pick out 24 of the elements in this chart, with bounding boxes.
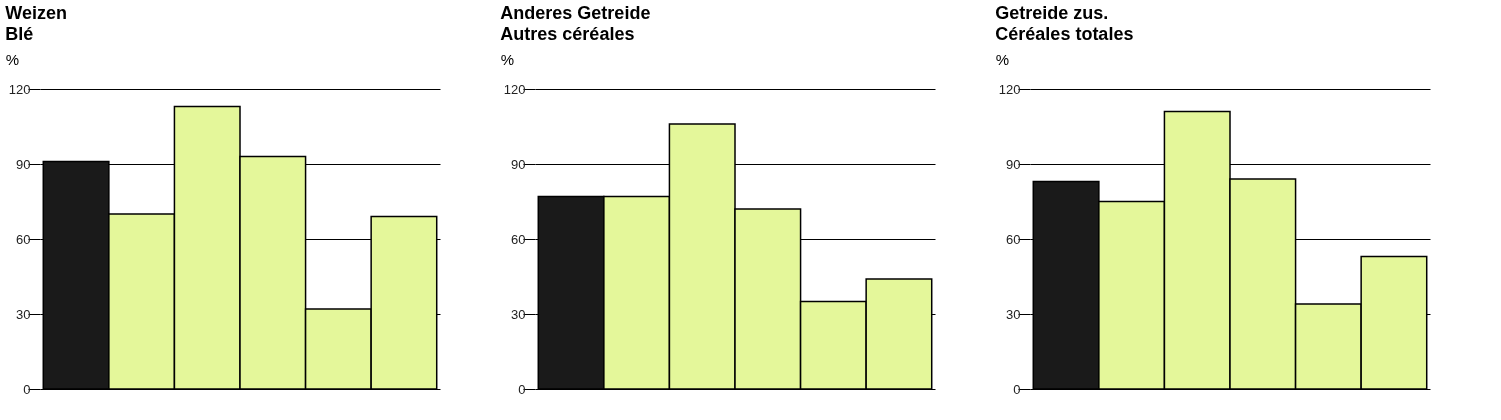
chart-subtitle: Autres céréales bbox=[500, 24, 635, 44]
y-tick-label: 60 bbox=[16, 231, 31, 247]
y-tick-label: 120 bbox=[503, 81, 526, 97]
y-tick-label: 90 bbox=[16, 156, 31, 172]
chart-title: Getreide zus. bbox=[995, 3, 1109, 23]
y-tick-label: 120 bbox=[8, 81, 31, 97]
y-tick-label: 30 bbox=[511, 306, 526, 322]
y-axis-title: % bbox=[500, 50, 515, 68]
y-tick-label: 60 bbox=[1006, 231, 1021, 247]
chart-title: Anderes Getreide bbox=[500, 3, 651, 23]
y-tick-label: 120 bbox=[998, 81, 1021, 97]
chart-subtitle: Céréales totales bbox=[995, 24, 1134, 44]
chart-title: Weizen bbox=[5, 3, 68, 23]
y-tick-label: 90 bbox=[511, 156, 526, 172]
y-tick-label: 60 bbox=[511, 231, 526, 247]
y-tick-label: 30 bbox=[1006, 306, 1021, 322]
y-tick-label: 30 bbox=[16, 306, 31, 322]
y-tick-label: 90 bbox=[1006, 156, 1021, 172]
y-tick-label: 0 bbox=[1013, 381, 1021, 397]
y-tick-label: 0 bbox=[518, 381, 526, 397]
y-tick-label: 0 bbox=[23, 381, 31, 397]
y-axis-title: % bbox=[995, 50, 1010, 68]
chart-subtitle: Blé bbox=[5, 24, 34, 44]
y-axis-title: % bbox=[5, 50, 20, 68]
